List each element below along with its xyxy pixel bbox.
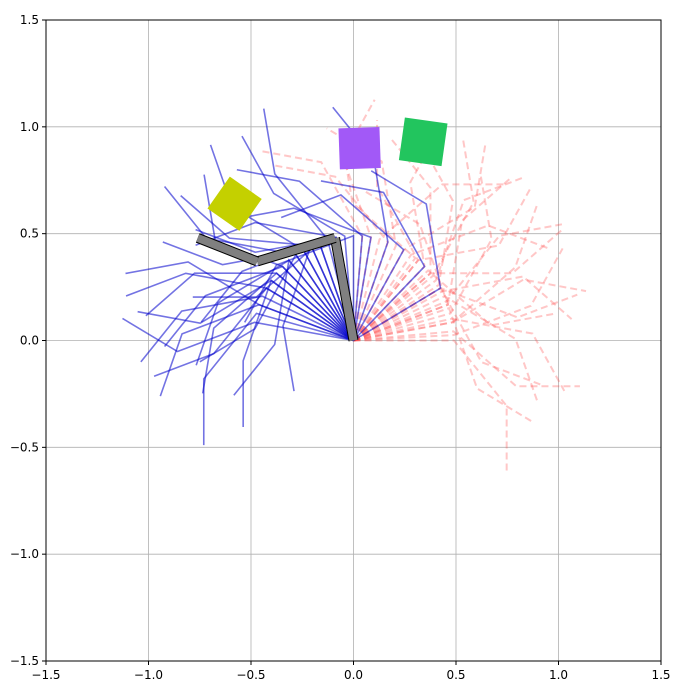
y-tick-label: 0.5 xyxy=(20,227,39,241)
yellow-square xyxy=(207,176,262,231)
red-trajectory-arm xyxy=(353,306,533,423)
x-tick-label: −1.5 xyxy=(31,668,60,682)
blue-trajectory-arm xyxy=(137,279,354,342)
red-trajectory-arm xyxy=(352,183,506,341)
x-ticks: −1.5 −1.0 −0.5 0.0 0.5 1.0 1.5 xyxy=(31,661,671,682)
red-trajectory-arm xyxy=(353,275,573,342)
red-trajectory-arm xyxy=(352,136,475,342)
blue-trajectory-arm xyxy=(192,240,355,341)
x-tick-label: −1.0 xyxy=(134,668,163,682)
red-trajectory-arm xyxy=(352,141,487,341)
blue-trajectory-arm xyxy=(125,261,354,342)
x-tick-label: −0.5 xyxy=(236,668,265,682)
red-trajectory-arm xyxy=(352,143,454,342)
y-tick-label: −1.5 xyxy=(10,654,39,668)
blue-trajectory-arm xyxy=(353,170,442,342)
blue-trajectory-arm xyxy=(201,272,355,394)
obstacles xyxy=(207,117,448,231)
red-trajectory-arm xyxy=(352,224,549,342)
blue-trajectory-arm xyxy=(282,243,355,392)
purple-square xyxy=(338,126,381,170)
blue-trajectory-arm xyxy=(202,312,354,446)
red-trajectory-arm xyxy=(353,295,539,402)
blue-trajectory-arm xyxy=(140,295,354,363)
trajectories xyxy=(122,99,587,473)
blue-trajectory-arm xyxy=(280,193,405,341)
x-tick-label: 0.5 xyxy=(446,668,465,682)
red-trajectory-arm xyxy=(272,164,389,341)
red-trajectory-arm xyxy=(353,190,450,342)
red-trajectory-arm xyxy=(352,176,524,342)
x-tick-label: 1.5 xyxy=(651,668,670,682)
blue-trajectory-arm xyxy=(236,168,364,341)
red-trajectory-arm xyxy=(353,177,512,342)
blue-trajectory-arm xyxy=(209,144,355,341)
blue-trajectory-arm xyxy=(320,180,426,342)
x-tick-label: 1.0 xyxy=(549,668,568,682)
current-arm xyxy=(195,233,359,342)
blue-trajectory-arm xyxy=(231,207,372,341)
arm-link xyxy=(331,237,358,342)
red-trajectory-arm xyxy=(352,187,532,342)
x-tick-label: 0.0 xyxy=(344,668,363,682)
red-trajectory-arm xyxy=(353,317,566,392)
red-trajectory-arm xyxy=(353,278,587,342)
red-trajectory-arm xyxy=(353,223,563,342)
green-square xyxy=(398,117,448,167)
blue-trajectory-arm xyxy=(125,272,354,342)
blue-trajectory-arm xyxy=(199,253,355,363)
red-trajectory-arm xyxy=(340,137,417,342)
y-ticks: −1.5 −1.0 −0.5 0.0 0.5 1.0 1.5 xyxy=(10,13,46,668)
arm-link xyxy=(196,234,259,266)
red-trajectory-arm xyxy=(352,269,554,342)
red-trajectory-arm xyxy=(258,149,364,341)
y-tick-label: 0.0 xyxy=(20,334,39,348)
arm-link xyxy=(255,234,337,266)
red-trajectory-arm xyxy=(353,173,493,342)
red-trajectory-arm xyxy=(353,339,508,473)
y-tick-label: −1.0 xyxy=(10,547,39,561)
red-trajectory-arm xyxy=(353,204,538,342)
red-trajectory-arm xyxy=(352,229,562,342)
y-tick-label: 1.0 xyxy=(20,120,39,134)
red-trajectory-arm xyxy=(353,247,564,342)
y-tick-label: 1.5 xyxy=(20,13,39,27)
y-tick-label: −0.5 xyxy=(10,440,39,454)
blue-trajectory-arm xyxy=(233,258,355,396)
blue-trajectory-arm xyxy=(122,317,354,353)
red-trajectory-arm xyxy=(353,330,580,388)
